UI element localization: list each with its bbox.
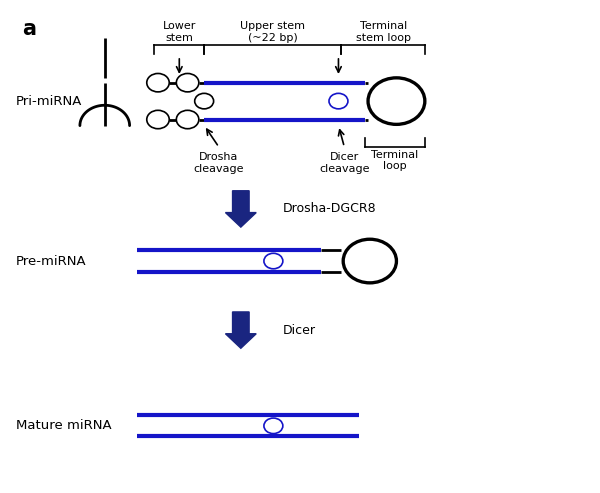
Text: Terminal
loop: Terminal loop: [371, 149, 419, 171]
Circle shape: [176, 110, 199, 129]
Text: Upper stem
(~22 bp): Upper stem (~22 bp): [240, 21, 305, 43]
Text: Lower
stem: Lower stem: [163, 21, 196, 43]
Circle shape: [264, 418, 283, 433]
Text: Terminal
stem loop: Terminal stem loop: [356, 21, 410, 43]
Text: Pri-miRNA: Pri-miRNA: [16, 95, 82, 107]
Circle shape: [329, 93, 348, 109]
Text: Mature miRNA: Mature miRNA: [16, 420, 112, 432]
Text: Drosha
cleavage: Drosha cleavage: [194, 152, 244, 174]
Text: Pre-miRNA: Pre-miRNA: [16, 254, 86, 268]
FancyArrow shape: [226, 312, 256, 348]
Circle shape: [147, 73, 169, 92]
Text: Dicer: Dicer: [282, 323, 315, 337]
FancyArrow shape: [226, 191, 256, 227]
Text: a: a: [22, 19, 36, 39]
Circle shape: [264, 253, 283, 269]
Circle shape: [194, 93, 214, 109]
Circle shape: [147, 110, 169, 129]
Circle shape: [176, 73, 199, 92]
Text: Drosha-DGCR8: Drosha-DGCR8: [282, 203, 376, 215]
Text: Dicer
cleavage: Dicer cleavage: [319, 152, 370, 174]
